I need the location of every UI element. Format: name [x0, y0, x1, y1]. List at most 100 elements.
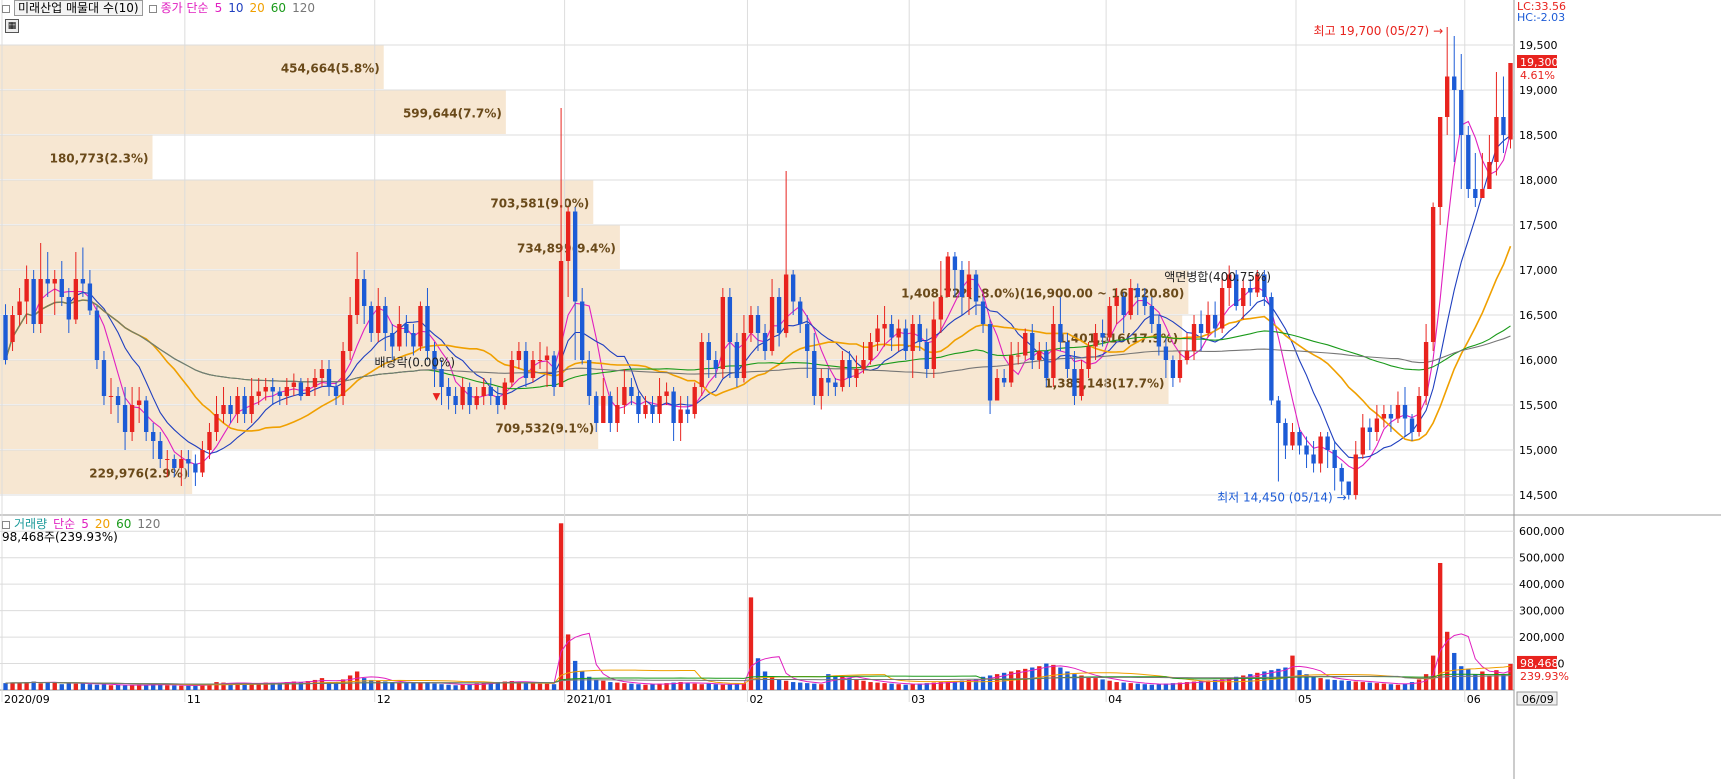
volume-bar — [1262, 671, 1267, 690]
volume-bar — [987, 675, 993, 690]
ma-legend-5: 5 — [214, 1, 223, 15]
candle-body — [1128, 288, 1133, 315]
candle-body — [235, 396, 240, 414]
series-toggle-icon[interactable] — [2, 4, 10, 13]
candle-body — [769, 297, 775, 351]
candle-body — [1191, 324, 1197, 351]
volume-bar — [228, 683, 233, 690]
volume-bar — [783, 680, 789, 690]
candle-body — [1163, 346, 1169, 360]
volume-bar — [1501, 674, 1506, 690]
low-arrow-icon: → — [1337, 491, 1347, 505]
candle-body — [1346, 481, 1351, 495]
volume-bar — [1430, 655, 1436, 690]
dividend-marker-icon: ▼ — [433, 392, 441, 403]
volume-bar — [207, 683, 212, 690]
volume-bar — [1437, 562, 1443, 690]
candle-body — [671, 391, 676, 423]
volume-bar — [1388, 684, 1394, 690]
candle-body — [1269, 297, 1274, 401]
volume-bar — [875, 682, 880, 690]
volume-bar — [1100, 679, 1105, 690]
volume-profile-label: 454,664(5.8%) — [281, 62, 380, 76]
volume-bar — [1466, 668, 1471, 690]
candle-body — [678, 409, 683, 423]
volume-bar — [854, 679, 859, 690]
volume-tick-label: 200,000 — [1519, 631, 1565, 644]
candle-body — [186, 459, 191, 464]
candle-body — [397, 324, 402, 347]
volume-toggle-icon[interactable] — [2, 520, 10, 529]
candle-body — [530, 360, 536, 378]
candle-body — [298, 382, 304, 396]
volume-bar — [1163, 683, 1169, 690]
candle-body — [994, 378, 1000, 401]
candle-body — [1177, 360, 1183, 378]
candle-body — [896, 328, 901, 338]
candle-body — [1374, 418, 1380, 432]
candle-body — [1156, 324, 1162, 347]
volume-bar — [1353, 681, 1358, 690]
candle-body — [727, 297, 733, 342]
candle-body — [1037, 351, 1042, 360]
candle-body — [720, 297, 726, 369]
volume-bar — [629, 683, 634, 690]
current-date-badge — [1516, 691, 1558, 706]
volume-profile-label: 709,532(9.1%) — [495, 422, 594, 436]
date-tick-label: 11 — [187, 693, 201, 706]
volume-bar — [1149, 684, 1155, 690]
volume-bar — [108, 685, 114, 690]
volume-bar — [1318, 678, 1323, 690]
volume-bar — [1346, 681, 1351, 690]
volume-bar — [305, 681, 311, 690]
volume-bar — [994, 674, 1000, 690]
volume-bar — [411, 683, 416, 690]
stock-split-annotation: 액면병합(400.75%) — [1164, 270, 1271, 284]
volume-tick-label: 300,000 — [1519, 605, 1565, 618]
ma-toggle-icon[interactable] — [148, 4, 157, 13]
price-ma-120-line — [4, 299, 1511, 383]
volume-bar — [432, 683, 437, 690]
volume-bar — [24, 682, 29, 690]
candle-body — [1276, 400, 1281, 423]
volume-bar — [720, 684, 726, 690]
volume-bar — [298, 682, 304, 690]
candle-body — [699, 342, 704, 387]
volume-bar — [558, 523, 564, 690]
volume-bar — [129, 685, 135, 690]
candle-body — [551, 355, 557, 387]
volume-bar — [326, 682, 332, 690]
volume-bar — [1494, 670, 1499, 690]
volume-bar — [221, 682, 226, 690]
volume-bar — [819, 684, 824, 690]
candle-body — [340, 351, 346, 396]
volume-profile-bar — [0, 45, 384, 89]
price-tick-label: 14,500 — [1519, 489, 1558, 502]
candle-body — [87, 283, 93, 311]
candle-body — [966, 274, 972, 297]
candle-body — [523, 351, 529, 378]
candle-body — [734, 342, 740, 378]
candle-body — [587, 360, 592, 396]
candle-body — [228, 405, 233, 414]
volume-bar — [1423, 674, 1429, 690]
candle-body — [1170, 360, 1176, 378]
candle-body — [158, 441, 163, 459]
stock-name[interactable]: 미래산업 매물대 수(10) — [14, 0, 143, 16]
volume-bar — [727, 684, 733, 690]
volume-profile-bar — [0, 90, 506, 134]
volume-bar — [889, 683, 894, 690]
candle-body — [354, 279, 360, 315]
candle-body — [376, 306, 381, 333]
volume-bar — [966, 679, 972, 690]
table-grid-icon[interactable]: ▦ — [5, 19, 19, 33]
volume-tick-label: 500,000 — [1519, 552, 1565, 565]
candle-body — [200, 450, 205, 473]
candle-body — [889, 324, 894, 338]
current-price-value: 19,300 — [1520, 56, 1559, 69]
candle-body — [1332, 450, 1337, 468]
candle-body — [945, 256, 951, 297]
candle-body — [1001, 378, 1007, 383]
volume-bar — [1409, 682, 1415, 690]
